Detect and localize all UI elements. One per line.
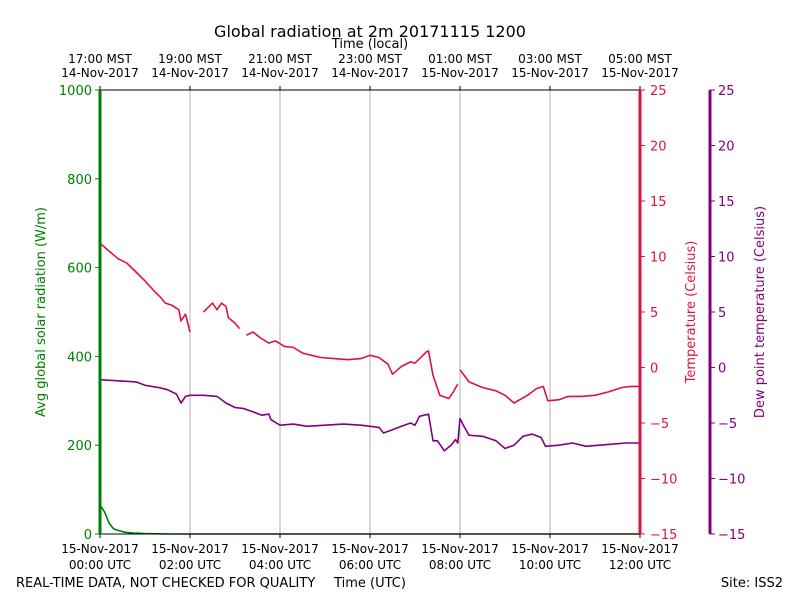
top-tick-label-time: 19:00 MST xyxy=(158,52,222,66)
bottom-tick-label-time: 10:00 UTC xyxy=(519,558,581,572)
right-tick-label: 10 xyxy=(650,251,667,266)
right-tick-label: 20 xyxy=(650,140,667,155)
dewpoint-line xyxy=(99,378,640,452)
chart-title: Global radiation at 2m 20171115 1200 xyxy=(214,22,526,41)
left-tick-label: 1000 xyxy=(59,84,92,99)
bottom-tick-label-date: 15-Nov-2017 xyxy=(511,542,589,556)
right2-tick-label: −10 xyxy=(718,473,745,488)
left-tick-label: 600 xyxy=(67,262,92,277)
left-tick-label: 0 xyxy=(84,528,92,543)
bottom-tick-label-time: 12:00 UTC xyxy=(609,558,671,572)
bottom-tick-label-time: 06:00 UTC xyxy=(339,558,401,572)
vertical-gridlines xyxy=(189,90,551,534)
top-tick-label-date: 14-Nov-2017 xyxy=(61,66,139,80)
top-tick-label-time: 01:00 MST xyxy=(428,52,492,66)
right-tick-label: 0 xyxy=(650,362,658,377)
site-label: Site: ISS2 xyxy=(721,576,783,591)
top-tick-label-date: 15-Nov-2017 xyxy=(421,66,499,80)
bottom-tick-label-date: 15-Nov-2017 xyxy=(331,542,409,556)
left-axis-ticks: 0 200 400 600 800 1000 xyxy=(59,84,100,543)
right2-tick-label: 15 xyxy=(718,195,735,210)
right-tick-label: 25 xyxy=(650,84,667,99)
right-tick-label: −10 xyxy=(650,473,677,488)
bottom-axis-ticks: 15-Nov-2017 00:00 UTC 15-Nov-2017 02:00 UTC… xyxy=(61,534,679,572)
right-axis-ticks: 25 20 15 10 5 0 −5 −10 −15 xyxy=(640,84,677,543)
top-axis-label: Time (local) xyxy=(331,37,408,52)
right2-tick-label: −15 xyxy=(718,528,745,543)
right2-tick-label: 25 xyxy=(718,84,735,99)
right2-tick-label: −5 xyxy=(718,417,737,432)
bottom-tick-label-date: 15-Nov-2017 xyxy=(61,542,139,556)
right-axis-label: Temperature (Celsius) xyxy=(684,241,699,385)
temperature-line xyxy=(99,242,640,404)
top-tick-label-time: 17:00 MST xyxy=(68,52,132,66)
top-tick-label-date: 14-Nov-2017 xyxy=(331,66,409,80)
right2-tick-label: 10 xyxy=(718,251,735,266)
top-tick-label-date: 14-Nov-2017 xyxy=(151,66,229,80)
bottom-tick-label-time: 02:00 UTC xyxy=(159,558,221,572)
bottom-tick-label-time: 08:00 UTC xyxy=(429,558,491,572)
right-tick-label: 15 xyxy=(650,195,667,210)
left-tick-label: 200 xyxy=(67,439,92,454)
quality-note: REAL-TIME DATA, NOT CHECKED FOR QUALITY xyxy=(16,576,315,591)
left-tick-label: 800 xyxy=(67,173,92,188)
right-tick-label: −5 xyxy=(650,417,669,432)
right2-tick-label: 0 xyxy=(718,362,726,377)
right2-axis-ticks: 25 20 15 10 5 0 −5 −10 −15 xyxy=(710,84,745,543)
left-axis-label: Avg global solar radiation (W/m) xyxy=(34,207,49,417)
top-tick-label-time: 05:00 MST xyxy=(608,52,672,66)
bottom-tick-label-time: 00:00 UTC xyxy=(69,558,131,572)
top-tick-label-date: 15-Nov-2017 xyxy=(601,66,679,80)
right2-tick-label: 20 xyxy=(718,140,735,155)
right2-tick-label: 5 xyxy=(718,306,726,321)
bottom-tick-label-time: 04:00 UTC xyxy=(249,558,311,572)
right2-axis-label: Dew point temperature (Celsius) xyxy=(753,206,768,418)
bottom-tick-label-date: 15-Nov-2017 xyxy=(241,542,319,556)
bottom-tick-label-date: 15-Nov-2017 xyxy=(601,542,679,556)
top-tick-label-time: 21:00 MST xyxy=(248,52,312,66)
right-tick-label: −15 xyxy=(650,528,677,543)
top-tick-label-time: 03:00 MST xyxy=(518,52,582,66)
bottom-axis-label: Time (UTC) xyxy=(333,576,406,591)
top-tick-label-date: 15-Nov-2017 xyxy=(511,66,589,80)
bottom-tick-label-date: 15-Nov-2017 xyxy=(421,542,499,556)
left-tick-label: 400 xyxy=(67,350,92,365)
bottom-tick-label-date: 15-Nov-2017 xyxy=(151,542,229,556)
right-tick-label: 5 xyxy=(650,306,658,321)
top-tick-label-date: 14-Nov-2017 xyxy=(241,66,319,80)
top-tick-label-time: 23:00 MST xyxy=(338,52,402,66)
